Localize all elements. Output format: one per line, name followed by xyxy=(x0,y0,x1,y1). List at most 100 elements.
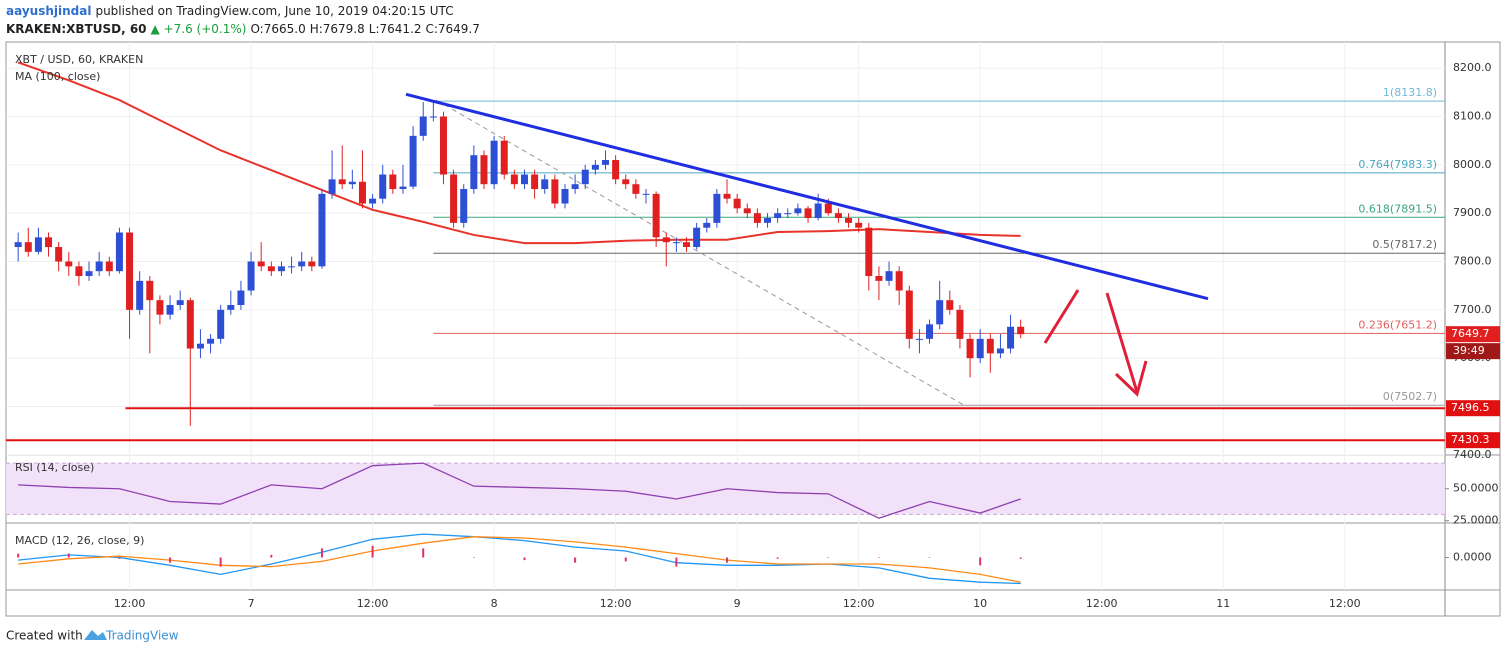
candle-body xyxy=(95,261,103,272)
rsi-line xyxy=(18,462,1021,519)
candle-body xyxy=(683,242,691,248)
candle-body xyxy=(966,338,974,359)
candle-body xyxy=(936,300,944,325)
macd-histogram-bar xyxy=(371,545,374,558)
candle-body xyxy=(855,222,863,228)
candle-body xyxy=(146,280,154,301)
ohlc-close: C:7649.7 xyxy=(425,22,480,36)
candle-body xyxy=(946,300,954,310)
brand-name[interactable]: TradingView xyxy=(105,629,179,643)
candle-body xyxy=(500,140,508,175)
brand-logo xyxy=(84,630,107,640)
candle-body xyxy=(693,227,701,248)
symbol: KRAKEN:XBTUSD, 60 xyxy=(6,22,147,36)
candle-body xyxy=(541,179,549,190)
candle-body xyxy=(1017,326,1025,335)
candle-body xyxy=(24,242,32,252)
candle-body xyxy=(764,218,772,223)
author[interactable]: aayushjindal xyxy=(6,4,92,18)
candle-body xyxy=(774,213,782,219)
candle-body xyxy=(176,300,184,306)
x-tick-label: 7 xyxy=(248,597,255,610)
macd-histogram-bar xyxy=(219,557,222,567)
countdown-label: 39:49 xyxy=(1453,344,1485,357)
candle-body xyxy=(824,203,832,214)
candle-body xyxy=(308,261,316,267)
x-tick-label: 12:00 xyxy=(1086,597,1118,610)
support-price-label: 7430.3 xyxy=(1451,433,1490,446)
candle-body xyxy=(845,218,853,223)
candle-body xyxy=(429,116,437,118)
up-arrow xyxy=(1043,289,1080,344)
ohlc-high: H:7679.8 xyxy=(309,22,365,36)
candle-body xyxy=(915,338,923,340)
candle-body xyxy=(601,160,609,165)
x-tick-label: 9 xyxy=(734,597,741,610)
candle-body xyxy=(115,232,123,272)
fib-label: 1(8131.8) xyxy=(1383,86,1437,99)
candle-body xyxy=(156,300,164,315)
candle-body xyxy=(612,160,620,180)
candle-body xyxy=(55,247,63,262)
x-tick-label: 12:00 xyxy=(1329,597,1361,610)
candle-body xyxy=(247,261,255,291)
candle-body xyxy=(460,189,468,223)
candle-body xyxy=(45,237,53,248)
candle-body xyxy=(318,193,326,267)
macd-histogram-bar xyxy=(422,548,425,558)
chart-frame xyxy=(5,41,1501,617)
y-tick-label: 8200.0 xyxy=(1453,61,1492,74)
chart-title: XBT / USD, 60, KRAKEN xyxy=(15,53,143,66)
countdown-box xyxy=(1446,343,1500,360)
candle-body xyxy=(976,338,984,359)
candle-body xyxy=(277,266,285,272)
candle-body xyxy=(267,266,275,272)
candle-body xyxy=(338,179,346,185)
candle-body xyxy=(996,348,1004,354)
candle-body xyxy=(753,213,761,223)
trendline xyxy=(405,92,1209,301)
down-arrow xyxy=(1105,292,1139,393)
candle-body xyxy=(662,237,670,243)
candle-body xyxy=(237,290,245,306)
candle-body xyxy=(723,193,731,199)
fib-label: 0.764(7983.3) xyxy=(1358,158,1437,171)
candle-body xyxy=(328,179,336,194)
candle-body xyxy=(926,324,934,339)
candle-body xyxy=(956,309,964,339)
candle-body xyxy=(1007,326,1015,349)
candle-body xyxy=(470,155,478,190)
candle-body xyxy=(804,208,812,219)
rsi-title: RSI (14, close) xyxy=(15,461,94,474)
candle-body xyxy=(75,266,83,277)
macd-histogram-bar xyxy=(776,557,779,559)
arrow-head xyxy=(1114,360,1148,397)
candle-body xyxy=(622,179,630,185)
y-tick-label: 8000.0 xyxy=(1453,158,1492,171)
candle-body xyxy=(409,135,417,187)
candle-body xyxy=(85,271,93,277)
candle-body xyxy=(794,208,802,214)
macd-line xyxy=(18,536,1021,583)
last-price-label: 7649.7 xyxy=(1451,327,1490,340)
rsi-tick-label: 25.0000 xyxy=(1453,514,1499,527)
x-tick-label: 10 xyxy=(973,597,987,610)
x-tick-label: 12:00 xyxy=(843,597,875,610)
dashed-line xyxy=(436,99,964,406)
candle-body xyxy=(713,193,721,223)
footer-text: Created with xyxy=(6,629,83,643)
candle-body xyxy=(65,261,73,267)
candle-body xyxy=(672,242,680,244)
x-tick-label: 8 xyxy=(491,597,498,610)
macd-histogram-bar xyxy=(523,557,526,561)
candle-body xyxy=(986,338,994,354)
macd-histogram-bar xyxy=(726,557,729,563)
candle-body xyxy=(379,174,387,199)
candle-body xyxy=(865,227,873,277)
fib-label: 0.5(7817.2) xyxy=(1372,238,1437,251)
candle-body xyxy=(571,184,579,190)
published: published on TradingView.com, June 10, 2… xyxy=(95,4,454,18)
macd-histogram-bar xyxy=(979,557,982,566)
plot-layer: 12:00 7 12:00 8 12:00 9 12:00 10 12:00 11 12:00 740… xyxy=(6,42,1500,610)
